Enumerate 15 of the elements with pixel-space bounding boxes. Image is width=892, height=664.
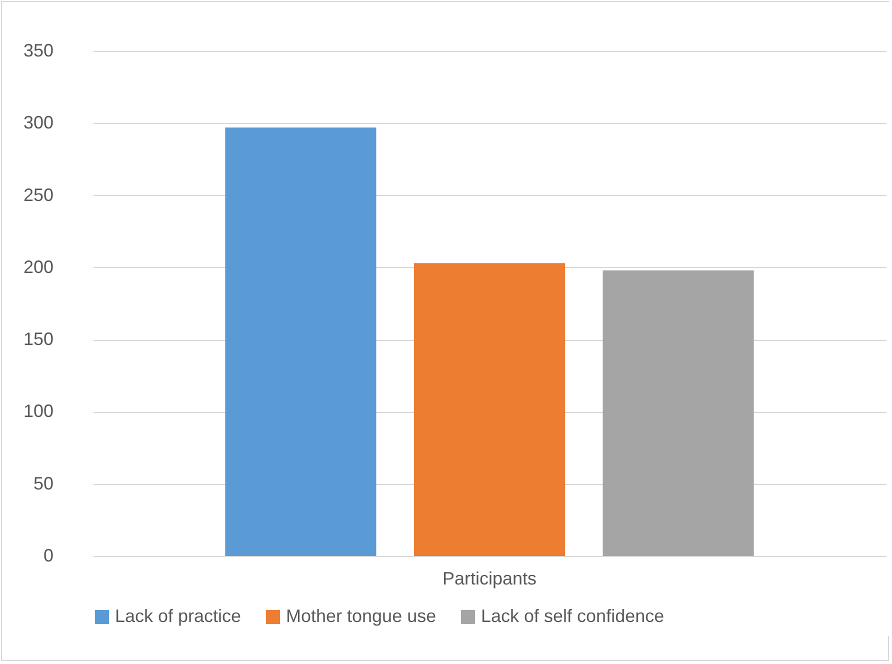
y-tick-label: 100 [23,401,54,422]
y-tick-label: 150 [23,329,54,350]
legend-label: Mother tongue use [286,606,436,626]
y-tick-label: 250 [23,184,54,205]
legend-label: Lack of self confidence [481,606,664,626]
bar [225,127,376,556]
bar [414,263,566,556]
y-tick-label: 300 [23,112,54,133]
y-tick-label: 200 [23,256,54,277]
bar [602,270,754,556]
x-tick-label: Participants [442,568,537,588]
y-tick-label: 0 [43,546,54,566]
legend-label: Lack of practice [115,606,242,626]
y-tick-label: 350 [23,40,54,60]
y-tick-label: 50 [33,473,54,494]
